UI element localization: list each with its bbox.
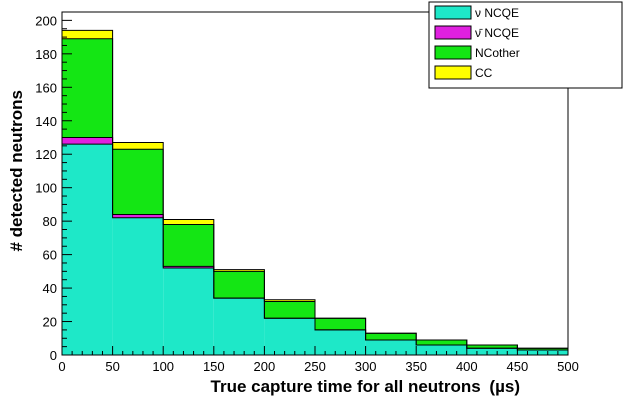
bar-2-bin-9 [517,348,568,350]
legend-swatch-2 [434,45,472,60]
y-tick-label-9: 180 [35,47,57,62]
legend: ν NCQE ν̄ NCQE NCother CC [428,1,623,89]
x-tick-label-10: 500 [557,359,579,374]
legend-swatch-3 [434,65,472,80]
bar-2-bin-3 [213,271,265,299]
legend-swatch-1 [434,25,472,40]
x-tick-label-9: 450 [507,359,529,374]
bar-2-bin-1 [112,149,164,215]
bar-2-bin-8 [466,344,518,349]
x-tick-label-3: 150 [203,359,225,374]
bar-2-bin-4 [264,301,315,319]
x-tick-label-1: 50 [105,359,119,374]
bar-0-bin-1 [112,217,164,355]
x-tick-label-4: 200 [254,359,276,374]
bar-2-bin-6 [365,333,417,340]
bar-0-bin-8 [466,348,518,355]
step-line-3 [62,29,568,349]
y-tick-label-4: 80 [43,214,57,229]
y-axis-title: # detected neutrons [7,90,26,252]
x-axis-ticks: 0 50 100 150 200 250 300 350 400 450 500 [58,346,579,374]
y-tick-label-8: 160 [35,80,57,95]
bar-0-bin-2 [163,267,214,355]
legend-swatch-0 [434,5,472,20]
legend-label-0: ν NCQE [475,6,519,20]
x-tick-label-2: 100 [152,359,174,374]
x-tick-label-5: 250 [304,359,326,374]
bar-0-bin-3 [213,298,265,355]
y-tick-label-6: 120 [35,147,57,162]
y-tick-label-10: 200 [35,13,57,28]
bar-0-bin-4 [264,318,315,355]
bar-1-bin-0 [62,137,113,145]
y-tick-label-7: 140 [35,114,57,129]
y-tick-label-2: 40 [43,281,57,296]
y-tick-label-1: 20 [43,315,57,330]
bar-1-bin-2 [163,266,214,268]
bar-2-bin-5 [315,318,366,330]
bar-0-bin-0 [62,144,113,355]
bar-2-bin-7 [416,339,467,345]
x-axis-title-text: True capture time for all neutrons [211,377,481,396]
y-axis-ticks: 0 20 40 60 80 100 120 140 160 180 200 [35,13,72,363]
x-tick-label-0: 0 [58,359,65,374]
bar-0-bin-9 [517,349,568,355]
bar-0-bin-6 [365,339,417,355]
bar-0-bin-5 [315,329,366,355]
bar-3-bin-0 [62,30,113,39]
bar-2-bin-2 [163,224,214,267]
legend-label-2: NCother [475,46,520,60]
legend-label-3: CC [475,66,493,80]
bar-1-bin-1 [112,214,164,218]
x-axis-title-unit: (µs) [489,377,520,396]
x-axis-title: True capture time for all neutrons (µs) [211,377,520,396]
y-tick-label-0: 0 [50,348,57,363]
x-tick-label-8: 400 [456,359,478,374]
bar-0-bin-7 [416,344,467,355]
x-tick-label-6: 300 [355,359,377,374]
bar-3-bin-4 [264,299,315,302]
legend-label-1: ν̄ NCQE [475,26,519,40]
bar-3-bin-3 [213,269,265,272]
bar-3-bin-1 [112,142,164,150]
histogram-bars [62,30,568,355]
x-tick-label-7: 350 [405,359,427,374]
y-tick-label-3: 60 [43,248,57,263]
y-tick-label-5: 100 [35,181,57,196]
bar-3-bin-2 [163,219,214,225]
